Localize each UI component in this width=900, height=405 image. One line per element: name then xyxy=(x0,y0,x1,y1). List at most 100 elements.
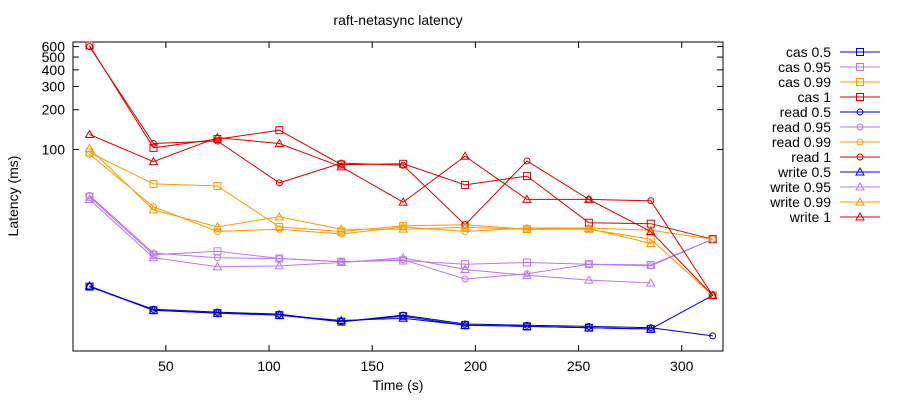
y-tick-label: 100 xyxy=(42,142,66,158)
series-cas-05 xyxy=(85,282,717,333)
data-point xyxy=(585,260,593,268)
series-line xyxy=(89,152,714,296)
data-point xyxy=(149,140,157,148)
legend-label: read 0.99 xyxy=(772,134,831,150)
data-point xyxy=(148,204,159,214)
x-tick-label: 100 xyxy=(257,358,281,374)
series-line xyxy=(89,195,713,280)
x-axis-label: Time (s) xyxy=(373,377,424,393)
series-line xyxy=(89,196,713,266)
data-point xyxy=(274,138,285,148)
data-point xyxy=(522,172,531,181)
data-point xyxy=(398,252,409,262)
data-point xyxy=(84,129,95,138)
legend-label: write 0.95 xyxy=(769,179,831,195)
data-point xyxy=(584,322,594,332)
y-tick-label: 200 xyxy=(42,102,66,118)
series-cas-099 xyxy=(85,148,717,300)
data-point xyxy=(84,280,95,290)
legend-label: cas 0.5 xyxy=(786,44,831,60)
data-point xyxy=(212,132,223,142)
data-point xyxy=(645,226,656,236)
y-tick-label: 500 xyxy=(42,49,66,65)
data-point xyxy=(336,315,347,325)
data-point xyxy=(86,43,94,51)
series-line xyxy=(89,199,651,284)
x-tick-label: 250 xyxy=(567,358,591,374)
data-point xyxy=(399,161,407,169)
data-point xyxy=(337,230,345,238)
data-point xyxy=(84,194,95,203)
data-point xyxy=(398,197,409,206)
legend-label: read 1 xyxy=(791,149,831,165)
x-tick-label: 300 xyxy=(670,358,694,374)
series-line xyxy=(89,285,651,330)
data-point xyxy=(336,161,347,171)
legend-marker xyxy=(856,93,864,101)
series-line xyxy=(89,148,651,244)
data-point xyxy=(646,235,655,244)
data-point xyxy=(398,224,409,233)
data-point xyxy=(584,223,594,233)
data-point xyxy=(274,310,285,319)
data-point xyxy=(709,332,717,340)
data-point xyxy=(86,191,94,199)
data-point xyxy=(213,182,222,191)
data-point xyxy=(645,277,656,287)
plot-frame xyxy=(72,41,724,352)
legend-marker xyxy=(856,63,864,71)
legend-marker xyxy=(856,78,864,86)
legend-label: read 0.5 xyxy=(780,104,832,120)
x-tick-label: 50 xyxy=(158,358,174,374)
legend-label: write 0.5 xyxy=(777,164,831,180)
data-point xyxy=(647,262,655,270)
data-point xyxy=(274,211,285,221)
data-point xyxy=(461,260,470,269)
data-point xyxy=(399,223,407,231)
legend-marker xyxy=(855,166,865,176)
data-point xyxy=(399,312,408,321)
data-point xyxy=(584,194,594,203)
data-point xyxy=(275,179,283,187)
chart-title: raft-netasync latency xyxy=(333,12,462,28)
data-point xyxy=(460,151,470,160)
x-tick-label: 200 xyxy=(464,358,488,374)
data-point xyxy=(522,258,531,267)
data-point xyxy=(148,305,159,314)
legend-marker xyxy=(856,108,864,116)
data-point xyxy=(522,321,532,330)
data-point xyxy=(647,197,655,205)
data-point xyxy=(461,180,470,189)
series-line xyxy=(89,153,713,240)
legend-label: read 0.95 xyxy=(772,119,831,135)
y-tick-label: 400 xyxy=(42,62,66,78)
y-axis-label: Latency (ms) xyxy=(5,156,21,237)
y-tick-label: 300 xyxy=(42,78,66,94)
data-point xyxy=(212,221,223,231)
data-point xyxy=(584,218,593,227)
data-point xyxy=(522,194,532,203)
data-point xyxy=(461,275,469,283)
data-point xyxy=(148,252,159,262)
data-point xyxy=(460,222,470,231)
series-write-095 xyxy=(84,194,656,287)
series-read-095 xyxy=(86,191,717,283)
data-point xyxy=(398,313,409,322)
series-write-05 xyxy=(84,280,656,333)
data-point xyxy=(522,270,532,279)
data-point xyxy=(149,143,158,152)
data-point xyxy=(707,290,718,299)
legend-marker xyxy=(856,153,864,161)
data-point xyxy=(149,249,157,257)
data-point xyxy=(148,156,159,166)
series-write-1 xyxy=(84,129,718,299)
data-point xyxy=(645,238,656,247)
series-line xyxy=(89,286,713,330)
data-point xyxy=(460,264,470,273)
data-point xyxy=(522,224,532,233)
data-point xyxy=(85,41,94,50)
